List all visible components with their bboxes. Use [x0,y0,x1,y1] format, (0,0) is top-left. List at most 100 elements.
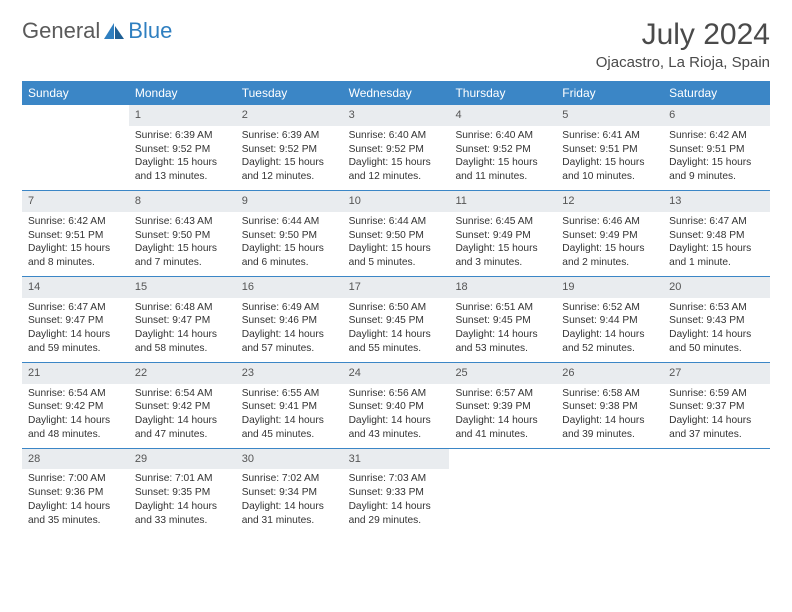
day-number: 27 [663,363,770,384]
daylight-line-1: Daylight: 15 hours [28,242,123,256]
sunrise-line: Sunrise: 6:48 AM [135,301,230,315]
day-details: Sunrise: 6:39 AMSunset: 9:52 PMDaylight:… [236,129,343,184]
sunrise-line: Sunrise: 6:40 AM [349,129,444,143]
brand-logo: General Blue [22,18,172,44]
sunrise-line: Sunrise: 6:49 AM [242,301,337,315]
day-number: 5 [556,105,663,126]
daylight-line-2: and 59 minutes. [28,342,123,356]
daylight-line-2: and 45 minutes. [242,428,337,442]
daylight-line-2: and 41 minutes. [455,428,550,442]
sunrise-line: Sunrise: 6:51 AM [455,301,550,315]
day-details: Sunrise: 7:02 AMSunset: 9:34 PMDaylight:… [236,472,343,527]
sunset-line: Sunset: 9:46 PM [242,314,337,328]
day-details: Sunrise: 6:48 AMSunset: 9:47 PMDaylight:… [129,301,236,356]
daylight-line-1: Daylight: 15 hours [562,156,657,170]
calendar-cell: 8 Sunrise: 6:43 AMSunset: 9:50 PMDaylight… [129,191,236,276]
day-details: Sunrise: 6:43 AMSunset: 9:50 PMDaylight:… [129,215,236,270]
daylight-line-1: Daylight: 14 hours [135,328,230,342]
daylight-line-2: and 11 minutes. [455,170,550,184]
day-details: Sunrise: 6:39 AMSunset: 9:52 PMDaylight:… [129,129,236,184]
sunset-line: Sunset: 9:39 PM [455,400,550,414]
day-details: Sunrise: 6:54 AMSunset: 9:42 PMDaylight:… [129,387,236,442]
day-number: 10 [343,191,450,212]
day-number: 4 [449,105,556,126]
daylight-line-2: and 50 minutes. [669,342,764,356]
sunrise-line: Sunrise: 6:59 AM [669,387,764,401]
daylight-line-2: and 7 minutes. [135,256,230,270]
daylight-line-2: and 55 minutes. [349,342,444,356]
sunset-line: Sunset: 9:52 PM [455,143,550,157]
day-number: 22 [129,363,236,384]
calendar-cell: 18Sunrise: 6:51 AMSunset: 9:45 PMDayligh… [449,277,556,362]
daylight-line-1: Daylight: 14 hours [28,500,123,514]
calendar-cell: 6Sunrise: 6:42 AMSunset: 9:51 PMDaylight… [663,105,770,190]
page-subtitle: Ojacastro, La Rioja, Spain [596,54,770,71]
daylight-line-1: Daylight: 14 hours [669,328,764,342]
sunrise-line: Sunrise: 6:40 AM [455,129,550,143]
brand-word-1: General [22,18,100,44]
dayname-wednesday: Wednesday [343,81,450,105]
dayname-tuesday: Tuesday [236,81,343,105]
day-number: 21 [22,363,129,384]
day-number: 8 [129,191,236,212]
daylight-line-1: Daylight: 14 hours [242,328,337,342]
calendar-cell: 4Sunrise: 6:40 AMSunset: 9:52 PMDaylight… [449,105,556,190]
day-number: 9 [236,191,343,212]
calendar-row: 1Sunrise: 6:39 AMSunset: 9:52 PMDaylight… [22,105,770,190]
dayname-saturday: Saturday [663,81,770,105]
day-number: 28 [22,449,129,470]
daylight-line-1: Daylight: 15 hours [669,156,764,170]
sunset-line: Sunset: 9:47 PM [135,314,230,328]
day-details: Sunrise: 6:58 AMSunset: 9:38 PMDaylight:… [556,387,663,442]
header: General Blue July 2024 Ojacastro, La Rio… [22,18,770,71]
sunrise-line: Sunrise: 6:42 AM [28,215,123,229]
calendar-cell: 21 Sunrise: 6:54 AMSunset: 9:42 PMDayligh… [22,363,129,448]
sunset-line: Sunset: 9:37 PM [669,400,764,414]
daylight-line-1: Daylight: 15 hours [135,156,230,170]
day-number: 17 [343,277,450,298]
sunset-line: Sunset: 9:43 PM [669,314,764,328]
daylight-line-2: and 3 minutes. [455,256,550,270]
daylight-line-1: Daylight: 14 hours [349,328,444,342]
sunset-line: Sunset: 9:48 PM [669,229,764,243]
daylight-line-1: Daylight: 15 hours [135,242,230,256]
calendar-cell: 20Sunrise: 6:53 AMSunset: 9:43 PMDayligh… [663,277,770,362]
calendar-cell: 7Sunrise: 6:42 AMSunset: 9:51 PMDaylight… [22,191,129,276]
sunset-line: Sunset: 9:47 PM [28,314,123,328]
day-number: 1 [129,105,236,126]
daylight-line-2: and 57 minutes. [242,342,337,356]
sunrise-line: Sunrise: 6:52 AM [562,301,657,315]
sunrise-line: Sunrise: 6:53 AM [669,301,764,315]
day-number: 16 [236,277,343,298]
sunset-line: Sunset: 9:51 PM [562,143,657,157]
daylight-line-2: and 48 minutes. [28,428,123,442]
daylight-line-2: and 35 minutes. [28,514,123,528]
sunrise-line: Sunrise: 6:47 AM [669,215,764,229]
calendar-cell [449,449,556,534]
day-details: Sunrise: 6:54 AMSunset: 9:42 PMDaylight:… [22,387,129,442]
calendar-cell: 9 Sunrise: 6:44 AMSunset: 9:50 PMDaylight… [236,191,343,276]
sunset-line: Sunset: 9:34 PM [242,486,337,500]
daylight-line-1: Daylight: 14 hours [455,414,550,428]
day-details: Sunrise: 6:41 AMSunset: 9:51 PMDaylight:… [556,129,663,184]
daylight-line-1: Daylight: 15 hours [562,242,657,256]
sunset-line: Sunset: 9:45 PM [455,314,550,328]
sunrise-line: Sunrise: 7:02 AM [242,472,337,486]
daylight-line-1: Daylight: 15 hours [349,242,444,256]
calendar-cell: 28Sunrise: 7:00 AMSunset: 9:36 PMDayligh… [22,449,129,534]
daylight-line-1: Daylight: 14 hours [28,328,123,342]
day-details: Sunrise: 6:44 AMSunset: 9:50 PMDaylight:… [236,215,343,270]
sunrise-line: Sunrise: 6:39 AM [242,129,337,143]
day-details: Sunrise: 7:03 AMSunset: 9:33 PMDaylight:… [343,472,450,527]
sunrise-line: Sunrise: 6:44 AM [349,215,444,229]
sunrise-line: Sunrise: 7:00 AM [28,472,123,486]
day-details: Sunrise: 6:42 AMSunset: 9:51 PMDaylight:… [663,129,770,184]
day-number: 24 [343,363,450,384]
daylight-line-2: and 29 minutes. [349,514,444,528]
calendar-cell: 15Sunrise: 6:48 AMSunset: 9:47 PMDayligh… [129,277,236,362]
daylight-line-2: and 1 minute. [669,256,764,270]
sunrise-line: Sunrise: 6:42 AM [669,129,764,143]
sunset-line: Sunset: 9:52 PM [349,143,444,157]
calendar-cell: 14Sunrise: 6:47 AMSunset: 9:47 PMDayligh… [22,277,129,362]
day-details: Sunrise: 6:59 AMSunset: 9:37 PMDaylight:… [663,387,770,442]
